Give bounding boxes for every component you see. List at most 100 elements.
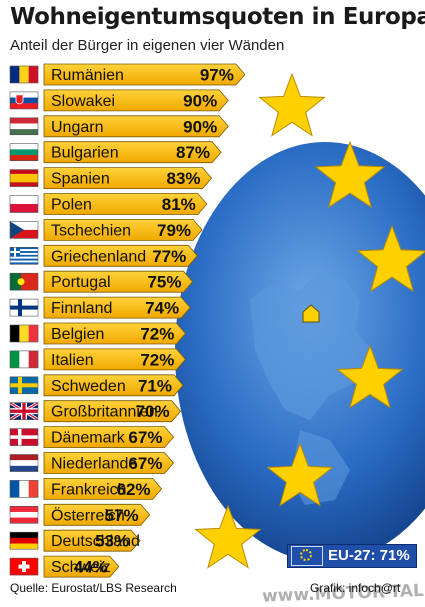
bar — [43, 296, 191, 319]
eu-star-3 — [356, 224, 425, 293]
flag-denmark-icon — [9, 428, 39, 446]
bar-row: Slowakei 90% — [9, 89, 229, 112]
bar-row: Polen 81% — [9, 193, 208, 215]
bar-value-label: 72% — [140, 325, 174, 344]
bars-group: Rumänien 97% Slowakei 90% Ungarn 90% Bulgarien… — [9, 63, 246, 578]
bar-category-label: Schweden — [51, 378, 126, 395]
eu-star-1 — [258, 72, 326, 137]
bar — [43, 244, 198, 267]
bar-value-label: 72% — [140, 350, 174, 369]
eu-star-5 — [266, 442, 334, 507]
bar — [43, 219, 203, 241]
bar-value-label: 53% — [95, 532, 129, 551]
flag-portugal-icon — [9, 272, 39, 291]
bar-row: Spanien 83% — [9, 167, 213, 189]
eu-star-4 — [336, 344, 404, 409]
flag-bulgaria-icon — [9, 143, 39, 161]
eu-flag-icon — [291, 546, 323, 566]
bar-row: Griechenland 77% — [9, 244, 198, 267]
bar-value-label: 74% — [145, 299, 179, 318]
bar-row: Portugal 75% — [9, 270, 194, 293]
chart-title: Wohneigentumsquoten in Europa — [10, 4, 425, 30]
chart-subtitle: Anteil der Bürger in eigenen vier Wänden — [10, 37, 285, 54]
bar-category-label: Schweiz — [51, 559, 111, 576]
bar-category-label: Polen — [51, 197, 92, 214]
bar — [43, 374, 184, 397]
globe-background — [175, 142, 425, 562]
eu-star-2 — [314, 140, 386, 209]
bar-category-label: Frankreich — [51, 481, 127, 498]
bar-value-label: 90% — [183, 117, 217, 136]
flag-finland-icon — [9, 298, 39, 317]
flag-netherlands-icon — [9, 454, 39, 472]
bar-row: Italien 72% — [9, 348, 186, 371]
bar-row: Ungarn 90% — [9, 115, 229, 138]
bar-value-label: 87% — [176, 143, 210, 162]
bar — [43, 322, 186, 345]
bar-value-label: 67% — [128, 428, 162, 447]
bar-category-label: Rumänien — [51, 67, 124, 84]
graphic-credit: Grafik: infoch@rt — [310, 581, 400, 595]
bar-row: Dänemark 67% — [9, 426, 174, 448]
bar — [43, 115, 229, 138]
bar — [43, 89, 229, 112]
bar — [43, 452, 174, 474]
bar — [43, 400, 182, 423]
bar-value-label: 77% — [152, 247, 186, 266]
bar-value-label: 67% — [128, 454, 162, 473]
bar-category-label: Großbritannien — [51, 404, 158, 421]
bar-category-label: Tschechien — [51, 222, 131, 239]
bar-category-label: Belgien — [51, 326, 104, 343]
bar-category-label: Finnland — [51, 300, 112, 317]
bar-value-label: 57% — [105, 506, 139, 525]
flag-austria-icon — [9, 505, 39, 524]
bar — [43, 141, 222, 164]
flag-spain-icon — [9, 169, 39, 187]
bar — [43, 167, 213, 189]
bar-value-label: 97% — [200, 66, 234, 85]
bar-category-label: Dänemark — [51, 430, 126, 447]
flag-greece-icon — [9, 247, 39, 265]
bar-row: Rumänien 97% — [9, 63, 246, 86]
bar — [43, 348, 186, 371]
bar-category-label: Griechenland — [51, 248, 146, 265]
bar — [43, 529, 141, 552]
bar-category-label: Italien — [51, 352, 94, 369]
bar-value-label: 90% — [183, 91, 217, 110]
bar-value-label: 70% — [136, 402, 170, 421]
bar-row: Tschechien 79% — [9, 219, 203, 241]
bar-category-label: Spanien — [51, 171, 110, 188]
flag-slovakia-icon — [9, 91, 39, 110]
bar-category-label: Portugal — [51, 274, 111, 291]
bar-value-label: 62% — [117, 480, 151, 499]
bar-row: Schweden 71% — [9, 374, 184, 397]
house-icon — [302, 304, 320, 323]
bar-value-label: 44% — [74, 558, 108, 577]
flag-poland-icon — [9, 195, 39, 213]
bar-category-label: Deutschland — [51, 533, 140, 550]
bar-category-label: Slowakei — [51, 93, 115, 110]
flag-germany-icon — [9, 531, 39, 550]
flag-belgium-icon — [9, 324, 39, 343]
bar-row: Bulgarien 87% — [9, 141, 222, 164]
flag-italy-icon — [9, 350, 39, 369]
flag-france-icon — [9, 480, 39, 498]
bar-value-label: 81% — [162, 195, 196, 214]
credit-text: Grafik: infoch@rt — [310, 581, 401, 595]
bar-category-label: Bulgarien — [51, 145, 119, 162]
bar-category-label: Österreich — [51, 506, 125, 524]
bar-category-label: Ungarn — [51, 119, 103, 136]
bar — [43, 555, 120, 578]
bar-value-label: 71% — [138, 376, 172, 395]
source-note: Quelle: Eurostat/LBS Research — [10, 581, 177, 595]
bar-value-label: 83% — [167, 169, 201, 188]
bar-value-label: 79% — [157, 221, 191, 240]
eu-average-box: EU-27: 71% — [287, 544, 417, 568]
flag-uk-icon — [9, 401, 39, 421]
